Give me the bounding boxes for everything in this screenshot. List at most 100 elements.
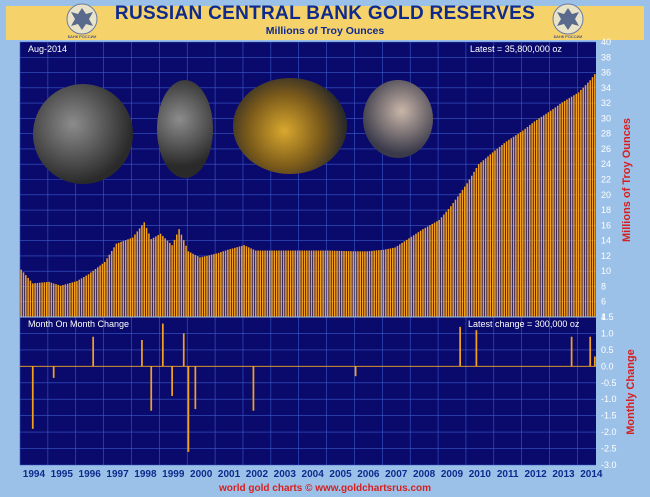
reserve-bar <box>461 189 464 317</box>
reserve-bar <box>484 158 487 317</box>
reserve-bar <box>359 251 362 317</box>
x-tick-label: 2003 <box>274 469 297 480</box>
change-bar <box>589 336 592 367</box>
reserve-bar <box>264 250 266 317</box>
change-bar <box>182 333 185 367</box>
reserve-bar <box>501 144 503 317</box>
reserve-bar <box>594 74 596 317</box>
reserve-bar <box>287 250 290 317</box>
y-tick-label: 26 <box>601 144 611 154</box>
reserve-bar <box>196 256 199 317</box>
reserve-bar <box>519 132 522 317</box>
reserve-bar <box>336 250 338 317</box>
x-tick-label: 2000 <box>190 469 213 480</box>
reserve-bar <box>220 252 222 317</box>
reserve-bar <box>375 250 378 317</box>
reserve-bar <box>470 175 473 317</box>
reserve-bar <box>268 250 271 317</box>
x-tick-label: 2005 <box>329 469 352 480</box>
y-tick-label: 30 <box>601 113 611 123</box>
reserve-bar <box>394 247 396 317</box>
reserve-bar <box>575 93 578 317</box>
reserve-bar <box>292 250 294 317</box>
reserve-bar <box>238 246 241 317</box>
bank-of-russia-logo-left: БАНК РОССИИ <box>66 3 98 39</box>
reserve-bar <box>36 282 39 317</box>
reserve-bar <box>64 284 67 317</box>
change-bar <box>171 366 173 396</box>
reserve-bar <box>436 221 438 317</box>
y-tick-label: 20 <box>601 190 611 200</box>
reserve-bar <box>419 230 422 317</box>
reserve-bar <box>43 282 46 317</box>
y-tick-label: -2.0 <box>601 427 617 437</box>
reserve-bar <box>241 245 243 317</box>
bottom-y-tick-labels: 1.5 1.0 0.5 0.0 -0.5 -1.0 -1.5 -2.0 -2.5 -3.0 <box>601 312 617 470</box>
y-tick-label: -3.0 <box>601 460 617 470</box>
reserve-bar <box>340 250 343 317</box>
reserve-bar <box>203 256 206 317</box>
reserve-bar <box>129 238 132 317</box>
y-tick-label: 6 <box>601 297 606 307</box>
reserve-bar <box>101 263 104 317</box>
reserve-bar <box>145 227 148 317</box>
reserve-bar <box>141 225 143 317</box>
reserve-bar <box>210 254 213 317</box>
reserve-bar <box>387 248 389 317</box>
reserve-bar <box>155 236 157 317</box>
reserve-bar <box>213 254 215 317</box>
reserve-bar <box>587 82 589 317</box>
reserve-bar <box>134 234 136 317</box>
reserve-bar <box>563 100 566 317</box>
reserve-bar <box>224 250 227 317</box>
reserve-bar <box>59 285 62 317</box>
photo-3 <box>233 78 347 174</box>
reserve-bar <box>477 164 480 317</box>
reserve-bar <box>25 275 27 317</box>
x-tick-label: 2008 <box>413 469 436 480</box>
change-bar <box>31 366 34 429</box>
reserve-bar <box>236 247 238 317</box>
reserve-bar <box>278 250 280 317</box>
change-bar <box>52 366 55 378</box>
x-tick-label: 2011 <box>497 469 519 480</box>
change-bar <box>354 366 357 377</box>
x-tick-label: 2007 <box>385 469 408 480</box>
change-bar <box>141 340 143 367</box>
reserve-bar <box>131 237 134 317</box>
reserve-bar <box>368 251 371 317</box>
reserve-bar <box>50 282 53 317</box>
change-bar <box>475 330 478 367</box>
reserve-bar <box>450 206 452 317</box>
reserve-bar <box>331 250 334 317</box>
change-bar <box>459 326 461 367</box>
reserve-bar <box>32 283 34 317</box>
reserve-bar <box>120 241 122 317</box>
reserve-bar <box>27 277 29 317</box>
change-bar <box>92 336 95 367</box>
reserve-bar <box>45 282 48 317</box>
reserve-bar <box>345 251 348 317</box>
reserve-bar <box>561 102 564 317</box>
logo-left-text: БАНК РОССИИ <box>68 34 97 39</box>
reserve-bar <box>313 250 315 317</box>
reserve-bar <box>364 251 366 317</box>
reserve-bar <box>475 168 478 317</box>
reserve-bar <box>66 283 69 317</box>
reserve-bar <box>549 110 552 317</box>
reserve-bar <box>473 171 475 317</box>
reserve-bar <box>122 241 125 317</box>
reserve-bar <box>303 250 306 317</box>
reserve-bar <box>171 245 173 317</box>
reserve-bar <box>445 211 447 317</box>
reserve-bar <box>440 217 443 317</box>
y-tick-label: 1.0 <box>601 328 614 338</box>
reserve-bar <box>431 223 434 317</box>
reserve-bar <box>522 130 524 317</box>
x-tick-label: 1995 <box>51 469 74 480</box>
reserve-bar <box>222 251 224 317</box>
reserve-bar <box>113 247 115 317</box>
reserve-bar <box>568 98 571 317</box>
reserve-bar <box>87 274 90 317</box>
reserve-bar <box>526 126 529 317</box>
